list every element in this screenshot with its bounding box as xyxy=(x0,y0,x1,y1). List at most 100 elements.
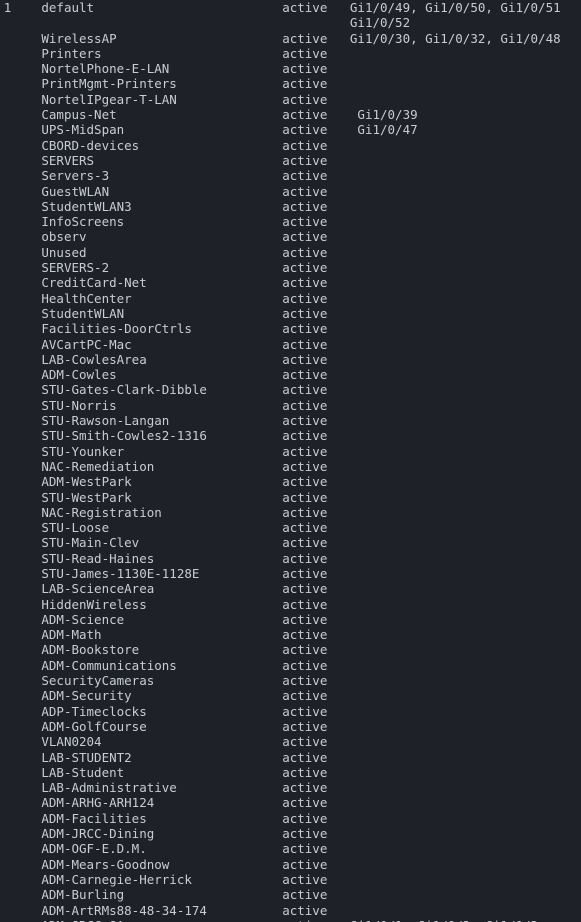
vlan-name: Unused xyxy=(41,245,282,260)
vlan-id xyxy=(0,535,41,550)
vlan-status: active xyxy=(282,841,350,856)
vlan-ports: Gi1/0/47 xyxy=(350,122,581,137)
vlan-row: SecurityCameras active xyxy=(0,673,581,688)
vlan-ports xyxy=(350,428,581,443)
vlan-id xyxy=(0,321,41,336)
vlan-row: STU-Gates-Clark-Dibble active xyxy=(0,382,581,397)
vlan-id xyxy=(0,581,41,596)
vlan-row: STU-Younker active xyxy=(0,444,581,459)
vlan-status: active xyxy=(282,719,350,734)
vlan-ports xyxy=(350,581,581,596)
vlan-status: active xyxy=(282,382,350,397)
vlan-name: NortelIPgear-T-LAN xyxy=(41,92,282,107)
vlan-name: STU-WestPark xyxy=(41,490,282,505)
vlan-row: CBORD-devices active xyxy=(0,138,581,153)
vlan-status: active xyxy=(282,444,350,459)
vlan-id xyxy=(0,872,41,887)
vlan-row: STU-Main-Clev active xyxy=(0,535,581,550)
vlan-name: NortelPhone-E-LAN xyxy=(41,61,282,76)
vlan-ports xyxy=(350,857,581,872)
vlan-name: Printers xyxy=(41,46,282,61)
vlan-status: active xyxy=(282,520,350,535)
vlan-row: STU-Loose active xyxy=(0,520,581,535)
vlan-name: STU-Read-Haines xyxy=(41,551,282,566)
vlan-name: STU-Main-Clev xyxy=(41,535,282,550)
vlan-name: LAB-CowlesArea xyxy=(41,352,282,367)
vlan-status: active xyxy=(282,61,350,76)
vlan-row: LAB-Administrative active xyxy=(0,780,581,795)
vlan-ports xyxy=(350,321,581,336)
vlan-id xyxy=(0,107,41,122)
vlan-ports xyxy=(350,750,581,765)
vlan-name: ADM-Facilities xyxy=(41,811,282,826)
vlan-id xyxy=(0,566,41,581)
vlan-status: active xyxy=(282,658,350,673)
vlan-row: CreditCard-Net active xyxy=(0,275,581,290)
vlan-status: active xyxy=(282,291,350,306)
vlan-id xyxy=(0,612,41,627)
vlan-status: active xyxy=(282,627,350,642)
vlan-row: NortelPhone-E-LAN active xyxy=(0,61,581,76)
vlan-ports: Gi1/0/39 xyxy=(350,107,581,122)
vlan-name: Facilities-DoorCtrls xyxy=(41,321,282,336)
vlan-id xyxy=(0,428,41,443)
vlan-ports xyxy=(350,688,581,703)
vlan-status: active xyxy=(282,122,350,137)
vlan-status: active xyxy=(282,704,350,719)
vlan-status: active xyxy=(282,780,350,795)
vlan-status: active xyxy=(282,337,350,352)
vlan-row: SERVERS active xyxy=(0,153,581,168)
vlan-name: STU-Younker xyxy=(41,444,282,459)
vlan-name: ADM-JRCC-Dining xyxy=(41,826,282,841)
vlan-name: Servers-3 xyxy=(41,168,282,183)
vlan-name: VLAN0204 xyxy=(41,734,282,749)
vlan-row: NAC-Registration active xyxy=(0,505,581,520)
vlan-ports xyxy=(350,887,581,902)
vlan-status: active xyxy=(282,428,350,443)
vlan-status: active xyxy=(282,46,350,61)
vlan-name: ADM-Security xyxy=(41,688,282,703)
vlan-name: LAB-ScienceArea xyxy=(41,581,282,596)
vlan-ports xyxy=(350,780,581,795)
vlan-name: PrintMgmt-Printers xyxy=(41,76,282,91)
vlan-name: SERVERS xyxy=(41,153,282,168)
vlan-row: STU-James-1130E-1128E active xyxy=(0,566,581,581)
vlan-ports xyxy=(350,826,581,841)
vlan-row: ADM-Carnegie-Herrick active xyxy=(0,872,581,887)
vlan-row: ADM-Facilities active xyxy=(0,811,581,826)
vlan-id xyxy=(0,520,41,535)
vlan-name: SERVERS-2 xyxy=(41,260,282,275)
vlan-id xyxy=(0,15,41,30)
vlan-ports xyxy=(350,382,581,397)
vlan-row: STU-Rawson-Langan active xyxy=(0,413,581,428)
vlan-status: active xyxy=(282,490,350,505)
vlan-row: STU-Norris active xyxy=(0,398,581,413)
vlan-id xyxy=(0,642,41,657)
vlan-row: StudentWLAN active xyxy=(0,306,581,321)
vlan-row: WirelessAP active Gi1/0/30, Gi1/0/32, Gi… xyxy=(0,31,581,46)
vlan-ports xyxy=(350,398,581,413)
vlan-ports xyxy=(350,46,581,61)
vlan-name: WirelessAP xyxy=(41,31,282,46)
vlan-ports xyxy=(350,260,581,275)
vlan-row: LAB-CowlesArea active xyxy=(0,352,581,367)
vlan-name: ADM-Communications xyxy=(41,658,282,673)
vlan-name: observ xyxy=(41,229,282,244)
vlan-name: Campus-Net xyxy=(41,107,282,122)
vlan-status: active xyxy=(282,612,350,627)
vlan-status: active xyxy=(282,750,350,765)
vlan-row: ADM-WestPark active xyxy=(0,474,581,489)
vlan-id xyxy=(0,795,41,810)
vlan-ports xyxy=(350,872,581,887)
vlan-status: active xyxy=(282,107,350,122)
vlan-name: LAB-Administrative xyxy=(41,780,282,795)
vlan-status: active xyxy=(282,352,350,367)
vlan-ports xyxy=(350,61,581,76)
vlan-status: active xyxy=(282,398,350,413)
vlan-row: StudentWLAN3 active xyxy=(0,199,581,214)
vlan-name: ADM-JRCC-SA xyxy=(41,918,282,922)
vlan-ports xyxy=(350,642,581,657)
vlan-status: active xyxy=(282,903,350,918)
vlan-id xyxy=(0,199,41,214)
vlan-id xyxy=(0,857,41,872)
